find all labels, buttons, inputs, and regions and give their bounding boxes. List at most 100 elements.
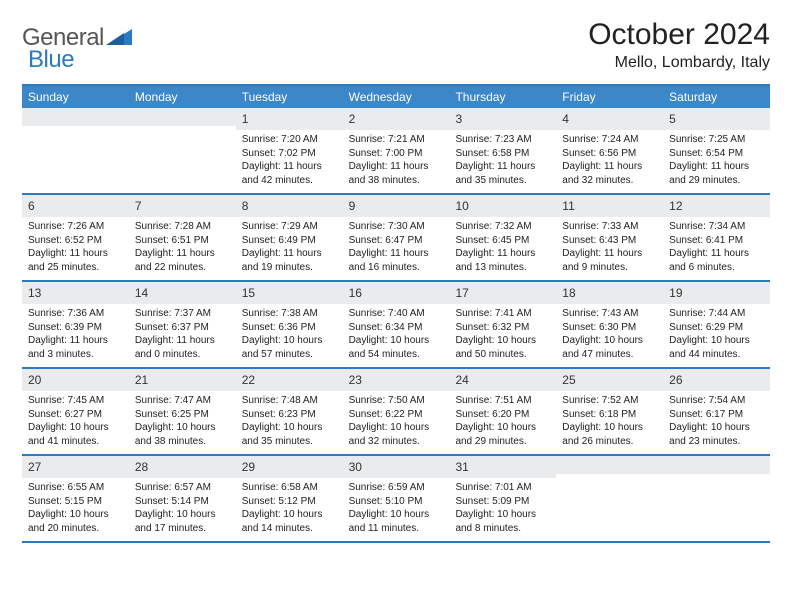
day-cell [129,108,236,193]
daylight-text: Daylight: 10 hours and 35 minutes. [242,421,337,448]
daynum-row: 10 [449,195,556,217]
day-body: Sunrise: 7:26 AMSunset: 6:52 PMDaylight:… [22,217,129,280]
sunset-text: Sunset: 6:30 PM [562,321,657,335]
day-body [129,126,236,186]
day-number: 29 [242,460,255,474]
day-body: Sunrise: 7:51 AMSunset: 6:20 PMDaylight:… [449,391,556,454]
sunrise-text: Sunrise: 7:28 AM [135,220,230,234]
day-body: Sunrise: 7:37 AMSunset: 6:37 PMDaylight:… [129,304,236,367]
daylight-text: Daylight: 10 hours and 32 minutes. [349,421,444,448]
day-cell: 8Sunrise: 7:29 AMSunset: 6:49 PMDaylight… [236,195,343,280]
daylight-text: Daylight: 11 hours and 35 minutes. [455,160,550,187]
sunrise-text: Sunrise: 7:24 AM [562,133,657,147]
day-body: Sunrise: 6:59 AMSunset: 5:10 PMDaylight:… [343,478,450,541]
day-cell: 2Sunrise: 7:21 AMSunset: 7:00 PMDaylight… [343,108,450,193]
sunrise-text: Sunrise: 6:58 AM [242,481,337,495]
day-body: Sunrise: 7:36 AMSunset: 6:39 PMDaylight:… [22,304,129,367]
daynum-row: 3 [449,108,556,130]
week-row: 6Sunrise: 7:26 AMSunset: 6:52 PMDaylight… [22,195,770,282]
dow-row: Sunday Monday Tuesday Wednesday Thursday… [22,86,770,108]
day-number: 10 [455,199,468,213]
header: General October 2024 Mello, Lombardy, It… [22,18,770,72]
day-number: 25 [562,373,575,387]
daynum-row [556,456,663,474]
daynum-row: 19 [663,282,770,304]
dow-tue: Tuesday [236,86,343,108]
sunset-text: Sunset: 6:52 PM [28,234,123,248]
day-number: 18 [562,286,575,300]
daynum-row: 14 [129,282,236,304]
sunset-text: Sunset: 6:54 PM [669,147,764,161]
day-body: Sunrise: 7:45 AMSunset: 6:27 PMDaylight:… [22,391,129,454]
day-cell: 25 Sunrise: 7:52 AMSunset: 6:18 PMDayligh… [556,369,663,454]
dow-mon: Monday [129,86,236,108]
day-cell: 19Sunrise: 7:44 AMSunset: 6:29 PMDayligh… [663,282,770,367]
day-cell: 18Sunrise: 7:43 AMSunset: 6:30 PMDayligh… [556,282,663,367]
daylight-text: Daylight: 10 hours and 47 minutes. [562,334,657,361]
daynum-row: 13 [22,282,129,304]
sunset-text: Sunset: 6:36 PM [242,321,337,335]
sunrise-text: Sunrise: 7:48 AM [242,394,337,408]
day-cell: 9 Sunrise: 7:30 AMSunset: 6:47 PMDaylight… [343,195,450,280]
day-cell: 13Sunrise: 7:36 AMSunset: 6:39 PMDayligh… [22,282,129,367]
sunrise-text: Sunrise: 7:26 AM [28,220,123,234]
logo-word2-wrap: Blue [28,46,74,74]
sunrise-text: Sunrise: 7:41 AM [455,307,550,321]
daylight-text: Daylight: 10 hours and 54 minutes. [349,334,444,361]
logo-word2: Blue [28,46,74,73]
sunrise-text: Sunrise: 7:51 AM [455,394,550,408]
daylight-text: Daylight: 11 hours and 0 minutes. [135,334,230,361]
day-cell: 7Sunrise: 7:28 AMSunset: 6:51 PMDaylight… [129,195,236,280]
day-number: 19 [669,286,682,300]
day-cell: 29Sunrise: 6:58 AMSunset: 5:12 PMDayligh… [236,456,343,541]
day-number: 1 [242,112,249,126]
day-cell: 3Sunrise: 7:23 AMSunset: 6:58 PMDaylight… [449,108,556,193]
calendar: Sunday Monday Tuesday Wednesday Thursday… [22,84,770,543]
day-number: 23 [349,373,362,387]
daylight-text: Daylight: 11 hours and 19 minutes. [242,247,337,274]
sunrise-text: Sunrise: 6:57 AM [135,481,230,495]
daylight-text: Daylight: 11 hours and 38 minutes. [349,160,444,187]
daynum-row [663,456,770,474]
daynum-row: 8 [236,195,343,217]
day-body: Sunrise: 7:25 AMSunset: 6:54 PMDaylight:… [663,130,770,193]
day-body: Sunrise: 7:30 AMSunset: 6:47 PMDaylight:… [343,217,450,280]
sunset-text: Sunset: 6:56 PM [562,147,657,161]
week-row: 1Sunrise: 7:20 AMSunset: 7:02 PMDaylight… [22,108,770,195]
daynum-row [129,108,236,126]
day-cell [663,456,770,541]
day-cell: 27Sunrise: 6:55 AMSunset: 5:15 PMDayligh… [22,456,129,541]
day-body: Sunrise: 7:52 AMSunset: 6:18 PMDaylight:… [556,391,663,454]
day-number: 9 [349,199,356,213]
week-row: 13Sunrise: 7:36 AMSunset: 6:39 PMDayligh… [22,282,770,369]
sunrise-text: Sunrise: 7:20 AM [242,133,337,147]
sunset-text: Sunset: 6:41 PM [669,234,764,248]
day-body: Sunrise: 7:21 AMSunset: 7:00 PMDaylight:… [343,130,450,193]
daylight-text: Daylight: 10 hours and 17 minutes. [135,508,230,535]
day-number: 20 [28,373,41,387]
day-number: 24 [455,373,468,387]
sunset-text: Sunset: 6:29 PM [669,321,764,335]
day-number: 5 [669,112,676,126]
sunset-text: Sunset: 6:45 PM [455,234,550,248]
daylight-text: Daylight: 11 hours and 29 minutes. [669,160,764,187]
day-cell: 1 Sunrise: 7:20 AMSunset: 7:02 PMDaylight… [236,108,343,193]
sunrise-text: Sunrise: 7:23 AM [455,133,550,147]
day-body: Sunrise: 7:20 AMSunset: 7:02 PMDaylight:… [236,130,343,193]
sunset-text: Sunset: 7:00 PM [349,147,444,161]
daynum-row: 25 [556,369,663,391]
logo-triangle-icon [106,27,132,50]
sunrise-text: Sunrise: 7:45 AM [28,394,123,408]
daylight-text: Daylight: 11 hours and 32 minutes. [562,160,657,187]
daynum-row: 21 [129,369,236,391]
sunset-text: Sunset: 6:49 PM [242,234,337,248]
day-body: Sunrise: 7:38 AMSunset: 6:36 PMDaylight:… [236,304,343,367]
sunset-text: Sunset: 7:02 PM [242,147,337,161]
day-body [22,126,129,186]
daynum-row: 22 [236,369,343,391]
sunrise-text: Sunrise: 7:52 AM [562,394,657,408]
day-cell: 17Sunrise: 7:41 AMSunset: 6:32 PMDayligh… [449,282,556,367]
sunset-text: Sunset: 6:17 PM [669,408,764,422]
day-cell: 24 Sunrise: 7:51 AMSunset: 6:20 PMDayligh… [449,369,556,454]
day-body: Sunrise: 7:23 AMSunset: 6:58 PMDaylight:… [449,130,556,193]
